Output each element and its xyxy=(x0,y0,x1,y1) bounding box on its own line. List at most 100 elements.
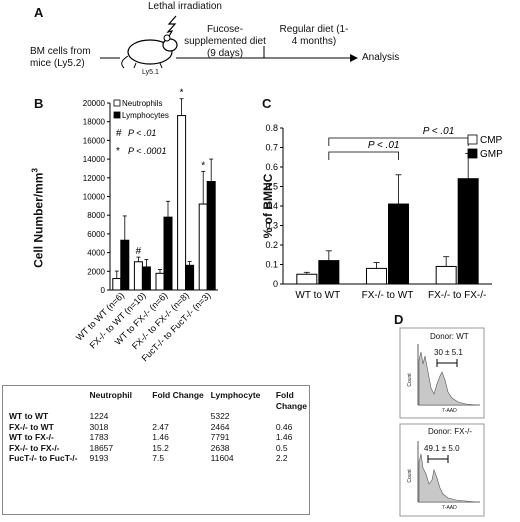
flow-bottom-xlabel: 7-AAD xyxy=(442,505,457,511)
chart-b-ytick-label: 14000 xyxy=(83,155,106,164)
table-cell: 1.46 xyxy=(152,432,169,442)
chart-b-ytick-label: 10000 xyxy=(83,193,106,202)
panel-label-c: C xyxy=(262,96,272,111)
chart-b-legend-swatch xyxy=(113,99,121,107)
chart-b-ytick-label: 8000 xyxy=(87,211,105,220)
table-cell: 2464 xyxy=(210,421,230,432)
chart-c-xtick-label: WT to WT xyxy=(295,290,340,301)
chart-c-ytick-label: 0.6 xyxy=(265,162,278,172)
irradiation-label: Lethal irradiation xyxy=(148,1,222,12)
chart-c-bar xyxy=(318,260,340,285)
table-row: WT to FX-/- 1783 1.46 7791 1.46 xyxy=(7,432,309,443)
diet2-label: Regular diet (1-4 months) xyxy=(279,24,349,47)
chart-c-legend-label: GMP xyxy=(480,149,503,160)
flow-bottom-title: Donor: FX-/- xyxy=(428,427,473,436)
panel-label-b: B xyxy=(34,96,44,111)
table-cell: 3018 xyxy=(89,421,109,432)
bm-source-label: BM cells from mice (Ly5.2) xyxy=(30,46,91,69)
chart-c-bar xyxy=(366,267,387,285)
chart-c-ytick-label: 0.7 xyxy=(265,143,278,153)
table-row: FucT-/- to FucT-/- 9193 7.5 11604 2.2 xyxy=(7,453,309,464)
chart-c-ytick-label: 0 xyxy=(273,279,278,289)
flow-bottom-gate: 49.1 ± 5.0 xyxy=(424,444,460,453)
table-cell: 1224 xyxy=(89,411,109,421)
chart-c-bar xyxy=(435,265,457,285)
mouse-label: Ly5.1 xyxy=(142,69,159,76)
table-cell: 7791 xyxy=(210,432,230,442)
table-row-label: WT to FX-/- xyxy=(9,432,54,442)
chart-c-bar xyxy=(296,273,318,285)
chart-c-ytick-label: 0.4 xyxy=(265,201,278,211)
chart-c-xtick-label: FX-/- to FX-/- xyxy=(428,290,486,301)
summary-table: Neutrophil Fold Change Lymphocyte Fold C… xyxy=(2,385,310,515)
table-cell: 7.5 xyxy=(152,453,165,463)
table-cell: 2.47 xyxy=(152,421,169,432)
histogram-bottom xyxy=(417,441,480,503)
histogram-top xyxy=(417,344,480,406)
table-header: Fold Change xyxy=(275,390,307,411)
analysis-label: Analysis xyxy=(362,52,400,63)
table-cell: 0.5 xyxy=(275,442,288,453)
table-row-label: FucT-/- to FucT-/- xyxy=(9,453,78,463)
chart-c-bracket xyxy=(328,151,399,160)
chart-c-ytick-label: 0.2 xyxy=(265,240,278,250)
chart-c-ytick-label: 0.3 xyxy=(265,221,278,231)
chart-b-annotation-text: P < .0001 xyxy=(128,146,166,156)
table-cell: 9193 xyxy=(89,453,109,463)
chart-b-ytick-label: 6000 xyxy=(87,230,105,239)
table-header: Neutrophil xyxy=(89,390,132,400)
table-row-label: FX-/- to WT xyxy=(9,421,54,432)
chart-c-legend-swatch xyxy=(467,134,478,145)
table-cell: 11604 xyxy=(210,453,234,463)
chart-b-ytick-label: 12000 xyxy=(83,174,106,183)
table-cell: 2.2 xyxy=(275,453,288,463)
chart-c-ytick-label: 0.8 xyxy=(265,123,278,133)
chart-b-annotation-symbol: * xyxy=(116,146,120,157)
chart-b-legend-swatch xyxy=(113,111,121,119)
table-cell: 15.2 xyxy=(152,442,169,453)
chart-c-bracket-label: P < .01 xyxy=(423,126,455,137)
chart-c-ytick-label: 0.5 xyxy=(265,182,278,192)
chart-b-sig-marker: # xyxy=(136,246,142,257)
chart-c-legend-label: CMP xyxy=(480,135,503,146)
chart-c-bar xyxy=(388,203,409,285)
table-header: Lymphocyte xyxy=(210,390,261,400)
table-row: WT to WT 1224 5322 xyxy=(7,411,309,422)
chart-b-sig-marker: * xyxy=(180,88,184,99)
diet1-label: Fucose-supplemented diet (9 days) xyxy=(184,24,266,59)
chart-b-annotation-symbol: # xyxy=(116,128,122,139)
table-cell: 2638 xyxy=(210,442,230,453)
flow-top-title: Donor: WT xyxy=(430,332,469,341)
table-row-label: WT to WT xyxy=(9,411,49,421)
chart-b-ytick-label: 16000 xyxy=(83,136,106,145)
chart-c-legend-swatch xyxy=(467,148,478,159)
chart-b-ytick-label: 2000 xyxy=(87,267,105,276)
chart-c-bar xyxy=(457,178,479,285)
chart-b-ytick-label: 4000 xyxy=(87,249,105,258)
lightning-icon xyxy=(166,15,177,39)
table-row: FX-/- to WT 3018 2.47 2464 0.46 xyxy=(7,422,309,433)
table-cell: 18657 xyxy=(89,442,114,453)
chart-c-ytick-label: 0.1 xyxy=(265,260,278,270)
chart-b-annotation-text: P < .01 xyxy=(128,128,156,138)
table-cell: 1.46 xyxy=(275,432,293,442)
chart-c-bracket-label: P < .01 xyxy=(368,140,400,151)
chart-b-ytick-label: 18000 xyxy=(83,118,106,127)
table-header-row: Neutrophil Fold Change Lymphocyte Fold C… xyxy=(7,390,309,411)
table-header: Fold Change xyxy=(152,390,204,400)
chart-b-legend-label: Neutrophils xyxy=(122,99,162,108)
table-cell: 5322 xyxy=(210,411,230,421)
flow-top-xlabel: 7-AAD xyxy=(442,408,457,414)
panel-label-d: D xyxy=(394,312,404,327)
table-cell: 0.46 xyxy=(275,421,293,432)
chart-c-xtick-label: FX-/- to WT xyxy=(362,290,414,301)
chart-b-ytick-label: 20000 xyxy=(83,99,106,108)
mouse-icon xyxy=(121,34,178,69)
chart-b-ytick-label: 0 xyxy=(101,286,106,295)
table-row: FX-/- to FX-/- 18657 15.2 2638 0.5 xyxy=(7,443,309,454)
chart-b-sig-marker: * xyxy=(201,160,205,171)
flow-top-gate: 30 ± 5.1 xyxy=(434,348,463,357)
